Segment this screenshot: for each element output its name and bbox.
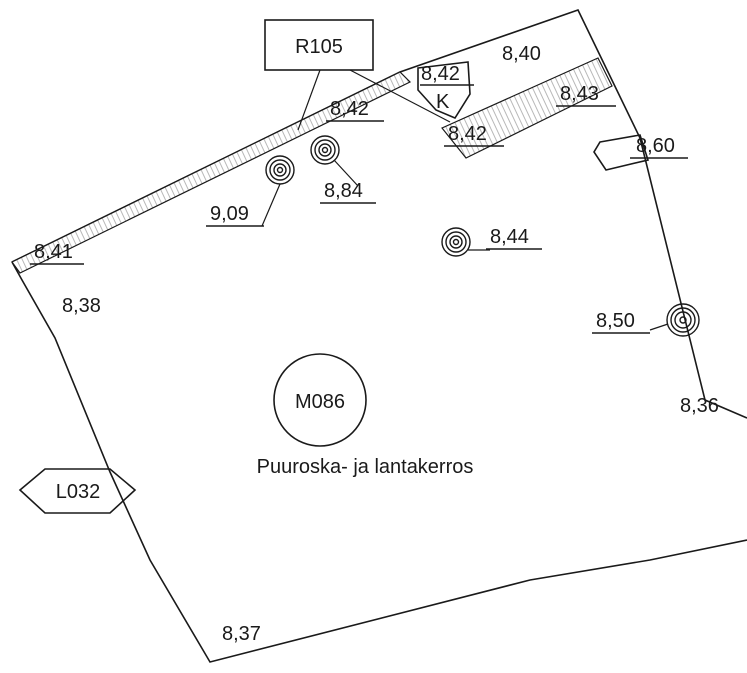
r105-leader-right	[349, 69, 451, 123]
post-844-icon	[441, 227, 471, 257]
l032-label: L032	[56, 481, 101, 503]
elevation-836: 8,36	[680, 395, 719, 417]
post-850-icon	[666, 303, 700, 337]
hatched-wall-right	[441, 57, 613, 159]
layer-caption: Puuroska- ja lantakerros	[257, 456, 474, 478]
r105-label-box	[264, 19, 374, 71]
elevation-842-top: 8,42	[421, 63, 460, 85]
leader-884	[333, 159, 359, 187]
k-label: K	[436, 91, 450, 113]
post-909-icon	[265, 155, 295, 185]
m086-circle	[273, 353, 367, 447]
l032-hexagon	[18, 468, 137, 514]
r105-label: R105	[295, 36, 343, 58]
r105-leader-left	[297, 69, 321, 131]
elevation-860: 8,60	[636, 135, 675, 157]
elevation-840: 8,40	[502, 43, 541, 65]
elevation-842-mid: 8,42	[330, 98, 369, 120]
stone-k-outline	[417, 61, 471, 120]
elevation-838: 8,38	[62, 295, 101, 317]
leader-850	[649, 323, 669, 331]
elevation-842-right: 8,42	[448, 123, 487, 145]
m086-label: M086	[295, 391, 345, 413]
elevation-844: 8,44	[490, 226, 529, 248]
elevation-884: 8,84	[324, 180, 363, 202]
elevation-850: 8,50	[596, 310, 635, 332]
elevation-837: 8,37	[222, 623, 261, 645]
leader-909	[261, 183, 281, 227]
stone-860-outline	[593, 134, 650, 171]
trench-outline	[11, 9, 747, 663]
post-884-icon	[310, 135, 340, 165]
hatched-wall-left	[11, 71, 412, 274]
elevation-841: 8,41	[34, 241, 73, 263]
elevation-909: 9,09	[210, 203, 249, 225]
elevation-843: 8,43	[560, 83, 599, 105]
